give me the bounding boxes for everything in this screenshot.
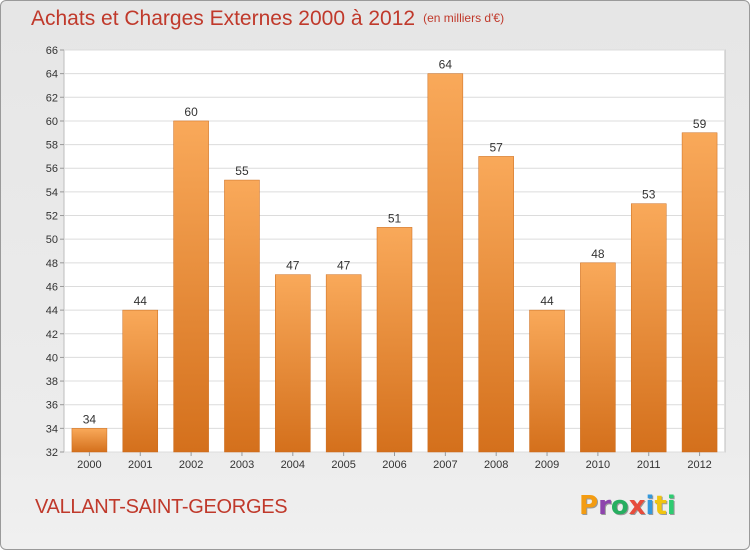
x-tick-label: 2005 — [331, 459, 355, 471]
logo-letter: o — [610, 491, 629, 521]
y-tick-label: 50 — [46, 234, 58, 246]
y-tick-label: 40 — [46, 352, 58, 364]
bar-value-label: 44 — [540, 294, 554, 308]
y-tick-label: 66 — [46, 45, 58, 57]
y-tick-label: 48 — [46, 258, 58, 270]
x-tick-label: 2006 — [382, 459, 406, 471]
bar — [681, 132, 718, 453]
x-tick-label: 2000 — [77, 459, 101, 471]
x-tick-label: 2002 — [179, 459, 203, 471]
bar-value-label: 55 — [235, 164, 249, 178]
chart-title-text: Achats et Charges Externes 2000 à 2012 — [31, 7, 416, 30]
y-axis: 32 34 36 38 40 42 44 46 48 50 52 54 56 58 60 62 64 66 — [46, 45, 64, 459]
bar — [122, 309, 159, 453]
bars: 34 44 60 55 47 47 51 64 57 44 48 53 59 — [71, 58, 718, 453]
y-tick-label: 58 — [46, 140, 58, 152]
x-axis: 2000 2001 2002 2003 2004 2005 2006 2007 2008 2009… — [77, 452, 712, 471]
proxiti-logo: Proxiti — [579, 491, 676, 521]
bar — [580, 262, 616, 453]
y-tick-label: 56 — [46, 163, 58, 175]
logo-letter: t — [654, 491, 667, 521]
bar — [173, 120, 209, 453]
y-tick-label: 60 — [46, 116, 58, 128]
x-tick-label: 2010 — [586, 459, 610, 471]
bar — [325, 274, 362, 453]
y-tick-label: 44 — [46, 305, 58, 317]
bar-value-label: 59 — [693, 117, 707, 131]
bar — [630, 203, 667, 453]
x-tick-label: 2009 — [535, 459, 559, 471]
chart-subtitle: (en milliers d'€) — [423, 11, 505, 25]
bar-value-label: 57 — [490, 140, 504, 154]
bar-value-label: 64 — [439, 58, 453, 72]
x-tick-label: 2003 — [230, 459, 254, 471]
y-tick-label: 64 — [46, 69, 58, 81]
bar-value-label: 34 — [83, 412, 97, 426]
bar — [71, 428, 108, 453]
bar — [224, 179, 260, 453]
x-tick-label: 2007 — [433, 459, 457, 471]
bar-value-label: 47 — [337, 259, 351, 273]
bar-value-label: 53 — [642, 188, 656, 202]
y-tick-label: 54 — [46, 187, 58, 199]
bar — [275, 274, 311, 453]
y-tick-label: 46 — [46, 281, 58, 293]
y-tick-label: 52 — [46, 211, 58, 223]
y-tick-label: 42 — [46, 329, 58, 341]
logo-letter: i — [645, 491, 655, 521]
logo-letter: P — [579, 491, 599, 521]
x-tick-label: 2011 — [637, 459, 661, 471]
x-tick-label: 2008 — [484, 459, 508, 471]
bar-value-label: 47 — [286, 259, 300, 273]
logo-letter: r — [598, 491, 611, 521]
chart-title: Achats et Charges Externes 2000 à 2012 (e… — [31, 7, 504, 31]
x-tick-label: 2001 — [128, 459, 152, 471]
y-tick-label: 32 — [46, 447, 58, 459]
bar — [376, 227, 413, 453]
bar-value-label: 48 — [591, 247, 605, 261]
y-tick-label: 36 — [46, 400, 58, 412]
y-tick-label: 38 — [46, 376, 58, 388]
bar-value-label: 44 — [134, 294, 148, 308]
bar-value-label: 60 — [184, 105, 198, 119]
bar-value-label: 51 — [388, 211, 402, 225]
y-tick-label: 62 — [46, 92, 58, 104]
logo-letter: x — [628, 491, 646, 521]
x-tick-label: 2012 — [687, 459, 711, 471]
bar — [478, 156, 514, 453]
commune-name: VALLANT-SAINT-GEORGES — [35, 496, 288, 518]
y-tick-label: 34 — [46, 423, 58, 435]
logo-letter: i — [666, 491, 676, 521]
bar — [427, 73, 464, 453]
bar — [529, 309, 565, 453]
x-tick-label: 2004 — [281, 459, 305, 471]
